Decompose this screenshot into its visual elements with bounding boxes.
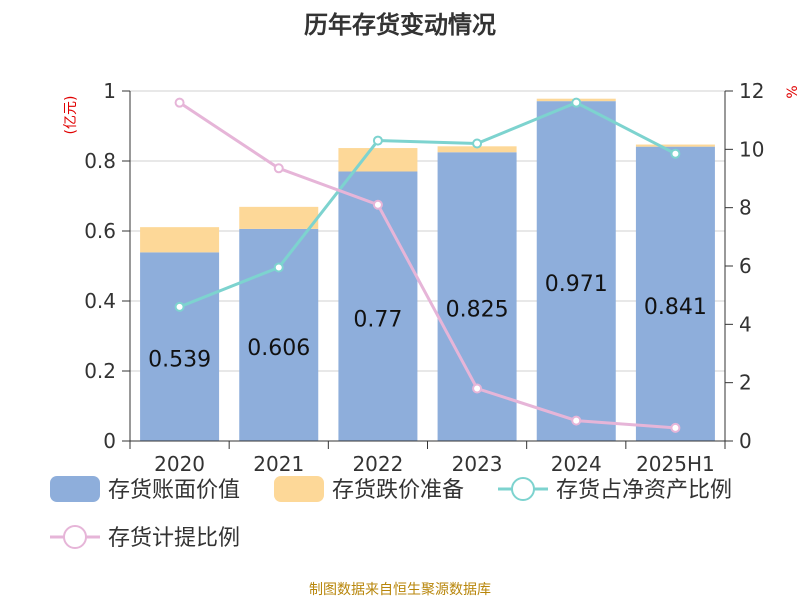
point-ratio-net-assets bbox=[273, 262, 284, 273]
bar-value-label: 0.77 bbox=[353, 307, 402, 332]
left-tick-label: 0 bbox=[103, 429, 116, 453]
right-tick-label: 2 bbox=[739, 371, 752, 395]
left-tick-label: 1 bbox=[103, 79, 116, 103]
bars bbox=[140, 98, 715, 442]
bar-value-label: 0.825 bbox=[446, 298, 509, 323]
bar-impairment bbox=[239, 206, 319, 229]
legend-swatch bbox=[274, 476, 324, 502]
legend-label: 存货占净资产比例 bbox=[556, 478, 732, 503]
point-ratio-net-assets bbox=[472, 138, 483, 149]
legend-label: 存货跌价准备 bbox=[332, 478, 464, 503]
legend-swatch bbox=[50, 476, 100, 502]
right-tick-label: 10 bbox=[739, 137, 764, 161]
left-tick-label: 0.4 bbox=[84, 289, 116, 313]
legend-marker bbox=[63, 525, 87, 549]
point-provision-ratio bbox=[174, 97, 185, 108]
line-provision-ratio bbox=[178, 101, 676, 430]
bar-value-label: 0.539 bbox=[148, 348, 211, 373]
bar-value-label: 0.971 bbox=[545, 272, 608, 297]
right-tick-label: 8 bbox=[739, 196, 752, 220]
lines bbox=[174, 97, 681, 433]
point-provision-ratio bbox=[372, 199, 383, 210]
x-tick-label: 2025H1 bbox=[636, 452, 715, 476]
point-provision-ratio bbox=[571, 415, 582, 426]
point-ratio-net-assets bbox=[372, 135, 383, 146]
bar-book-value bbox=[239, 228, 319, 441]
left-tick-label: 0.2 bbox=[84, 359, 116, 383]
bar-book-value bbox=[140, 252, 220, 441]
right-tick-label: 4 bbox=[739, 312, 752, 336]
bar-value-label: 0.606 bbox=[247, 336, 310, 361]
legend-marker bbox=[511, 477, 535, 501]
source-note: 制图数据来自恒生聚源数据库 bbox=[309, 582, 491, 598]
x-tick-label: 2023 bbox=[452, 452, 503, 476]
bar-impairment bbox=[140, 227, 220, 253]
x-tick-label: 2024 bbox=[551, 452, 602, 476]
point-ratio-net-assets bbox=[174, 301, 185, 312]
left-tick-label: 0.8 bbox=[84, 149, 116, 173]
right-tick-label: 6 bbox=[739, 254, 752, 278]
right-tick-label: 0 bbox=[739, 429, 752, 453]
x-tick-label: 2021 bbox=[253, 452, 304, 476]
bar-value-label: 0.841 bbox=[644, 295, 707, 320]
x-tick-label: 2020 bbox=[154, 452, 205, 476]
right-tick-label: 12 bbox=[739, 79, 764, 103]
bar-book-value bbox=[338, 171, 418, 441]
chart-title: 历年存货变动情况 bbox=[304, 11, 496, 39]
bar-impairment bbox=[338, 148, 418, 172]
line-ratio-net-assets bbox=[179, 101, 677, 309]
point-provision-ratio bbox=[670, 422, 681, 433]
x-tick-label: 2022 bbox=[352, 452, 403, 476]
left-axis-unit: (亿元) bbox=[63, 96, 79, 135]
legend-label: 存货计提比例 bbox=[108, 526, 240, 551]
grid bbox=[130, 90, 725, 372]
legend-label: 存货账面价值 bbox=[108, 478, 240, 503]
left-tick-label: 0.6 bbox=[84, 219, 116, 243]
right-axis-unit: % bbox=[785, 85, 800, 98]
bar-book-value bbox=[536, 101, 616, 442]
data-labels: 0.539 0.606 0.77 0.825 0.971 0.841 bbox=[148, 272, 707, 373]
bar-book-value bbox=[635, 146, 715, 441]
point-ratio-net-assets bbox=[571, 97, 582, 108]
point-provision-ratio bbox=[472, 383, 483, 394]
bar-impairment bbox=[635, 144, 715, 147]
bar-impairment bbox=[437, 146, 517, 153]
point-provision-ratio bbox=[273, 163, 284, 174]
point-ratio-net-assets bbox=[670, 148, 681, 159]
